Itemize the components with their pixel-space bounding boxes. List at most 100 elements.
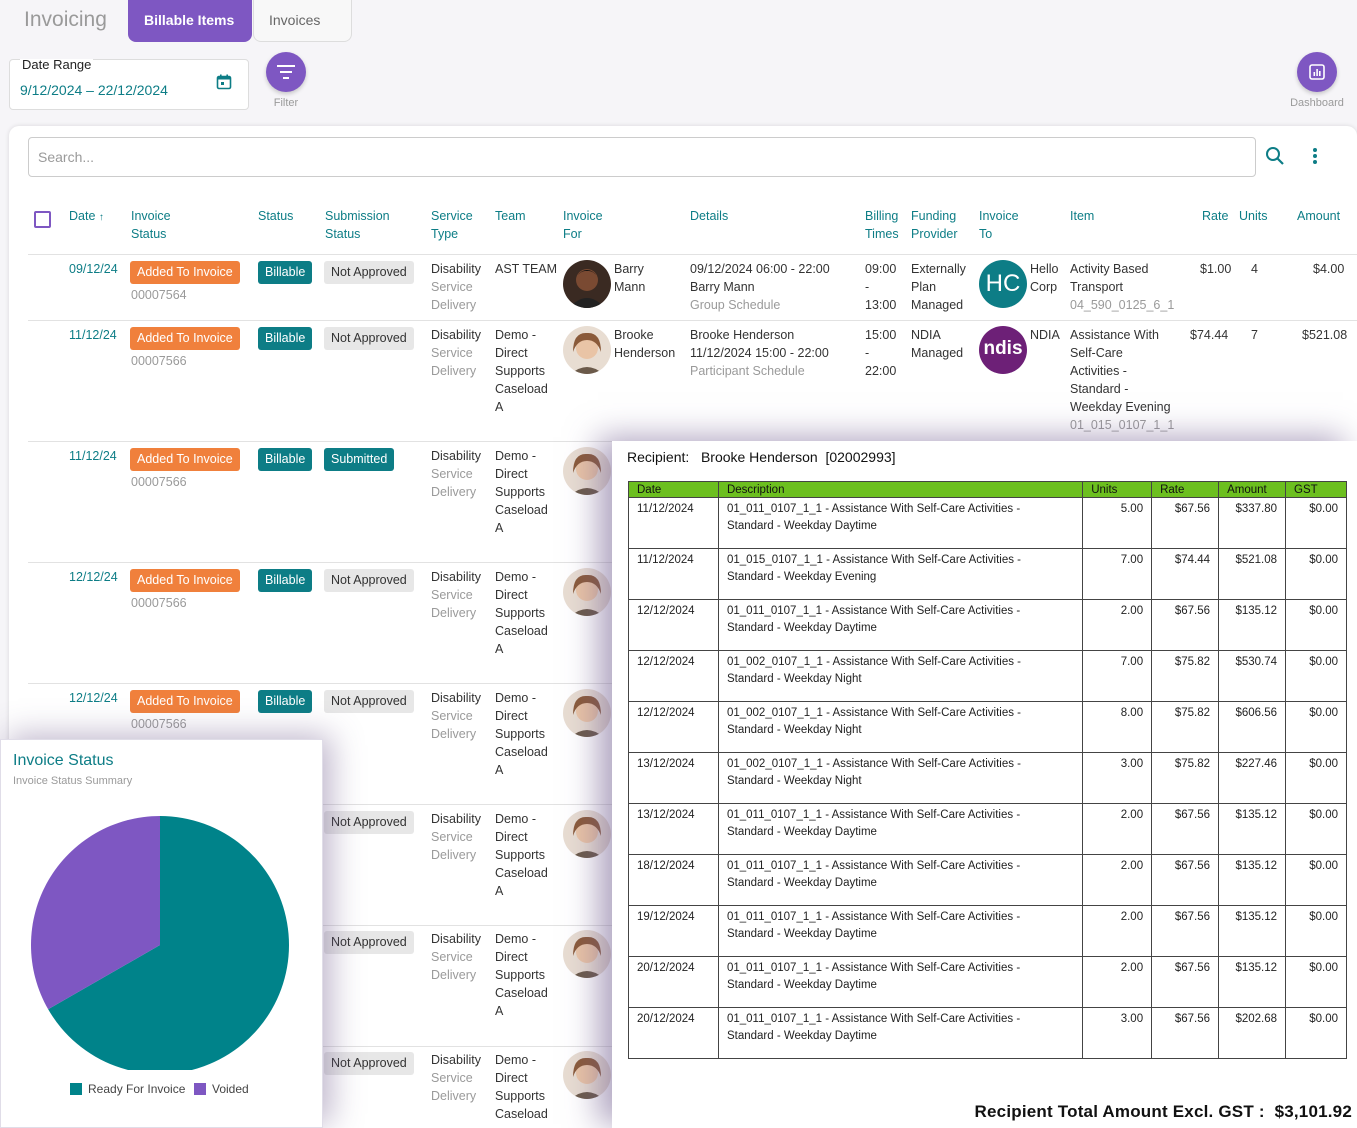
date-range-label: Date Range: [20, 57, 94, 72]
row-date: 09/12/24: [69, 262, 118, 276]
line-description: 01_011_0107_1_1 - Assistance With Self-C…: [717, 803, 1084, 855]
item: Activity Based Transport 04_590_0125_6_1: [1070, 262, 1175, 312]
submission-badge: Not Approved: [324, 690, 414, 713]
header-units[interactable]: Units: [1239, 209, 1268, 223]
line-description: 01_011_0107_1_1 - Assistance With Self-C…: [717, 854, 1084, 906]
header-funding-provider[interactable]: Funding Provider: [911, 209, 958, 241]
line-date: 12/12/2024: [628, 599, 719, 651]
dashboard-button[interactable]: [1297, 52, 1337, 92]
submission-badge: Not Approved: [324, 811, 414, 834]
line-rate: $67.56: [1151, 905, 1220, 957]
team: AST TEAM: [495, 262, 558, 276]
line-description: 01_002_0107_1_1 - Assistance With Self-C…: [717, 752, 1084, 804]
line-units: 2.00: [1082, 803, 1153, 855]
line-amount: $521.08: [1218, 548, 1287, 600]
line-date: 20/12/2024: [628, 956, 719, 1008]
invoice-for-name[interactable]: Brooke Henderson: [614, 328, 676, 360]
invoice-line-row: 12/12/2024 01_002_0107_1_1 - Assistance W…: [628, 701, 1347, 753]
team: Demo - Direct Supports Caseload A: [495, 449, 548, 535]
calendar-icon[interactable]: [216, 74, 232, 90]
header-billing-times[interactable]: Billing Times: [865, 209, 899, 241]
line-description: 01_002_0107_1_1 - Assistance With Self-C…: [717, 701, 1084, 753]
header-date[interactable]: Date ↑: [69, 209, 104, 223]
avatar: [563, 930, 611, 978]
line-gst: $0.00: [1285, 701, 1347, 753]
line-date: 13/12/2024: [628, 803, 719, 855]
line-gst: $0.00: [1285, 956, 1347, 1008]
pie-slice-ready-for-invoice[interactable]: [48, 816, 289, 1070]
invoice-line-row: 13/12/2024 01_011_0107_1_1 - Assistance W…: [628, 803, 1347, 855]
details: 09/12/2024 06:00 - 22:00 Barry Mann Group …: [690, 262, 830, 312]
line-description: 01_015_0107_1_1 - Assistance With Self-C…: [717, 548, 1084, 600]
invoice-line-row: 18/12/2024 01_011_0107_1_1 - Assistance W…: [628, 854, 1347, 906]
app-title: Invoicing: [24, 8, 107, 31]
invoice-to-name: NDIA: [1030, 328, 1060, 342]
team: Demo - Direct Supports Caseload A: [495, 812, 548, 898]
invoice-document: Recipient: Brooke Henderson [02002993] D…: [612, 441, 1357, 1128]
pie-slice-voided[interactable]: [31, 816, 160, 1010]
tab-billable-items[interactable]: Billable Items: [128, 0, 252, 42]
details: Brooke Henderson 11/12/2024 15:00 - 22:00…: [690, 328, 829, 378]
line-date: 13/12/2024: [628, 752, 719, 804]
search-placeholder: Search...: [38, 149, 95, 165]
line-date: 11/12/2024: [628, 548, 719, 600]
header-details[interactable]: Details: [690, 209, 729, 223]
col-date: Date: [628, 481, 719, 498]
row-date: 12/12/24: [69, 570, 118, 584]
invoice-status-badge: Added To Invoice: [130, 448, 240, 471]
item: Assistance With Self-Care Activities - Stan…: [1070, 328, 1175, 432]
filter-icon: [277, 65, 295, 79]
header-team[interactable]: Team: [495, 209, 526, 223]
more-vert-icon[interactable]: [1312, 148, 1318, 166]
invoice-number[interactable]: 00007566: [131, 475, 187, 489]
amount: $4.00: [1313, 262, 1345, 276]
search-input[interactable]: Search...: [28, 137, 1256, 177]
invoice-line-row: 20/12/2024 01_011_0107_1_1 - Assistance W…: [628, 1007, 1347, 1059]
header-invoice-status[interactable]: Invoice Status: [131, 209, 171, 241]
avatar: [563, 1051, 611, 1099]
col-amount: Amount: [1218, 481, 1287, 498]
team: Demo - Direct Supports Caseload A: [495, 328, 548, 414]
line-gst: $0.00: [1285, 497, 1347, 549]
invoice-number[interactable]: 00007566: [131, 596, 187, 610]
invoice-line-row: 19/12/2024 01_011_0107_1_1 - Assistance W…: [628, 905, 1347, 957]
date-range-field[interactable]: Date Range 9/12/2024 – 22/12/2024: [9, 57, 249, 110]
invoice-number[interactable]: 00007564: [131, 288, 187, 302]
line-gst: $0.00: [1285, 803, 1347, 855]
line-amount: $135.12: [1218, 803, 1287, 855]
line-date: 12/12/2024: [628, 650, 719, 702]
line-rate: $67.56: [1151, 599, 1220, 651]
line-gst: $0.00: [1285, 854, 1347, 906]
header-rate[interactable]: Rate: [1202, 209, 1229, 223]
invoice-for-name[interactable]: Barry Mann: [614, 262, 646, 294]
header-invoice-for[interactable]: Invoice For: [563, 209, 603, 241]
legend-ready[interactable]: Ready For Invoice: [70, 1082, 185, 1096]
header-submission-status[interactable]: Submission Status: [325, 209, 390, 241]
col-gst: GST: [1285, 481, 1347, 498]
invoice-number[interactable]: 00007566: [131, 717, 187, 731]
submission-badge: Submitted: [324, 448, 395, 471]
header-status[interactable]: Status: [258, 209, 294, 223]
line-amount: $135.12: [1218, 599, 1287, 651]
search-icon[interactable]: [1265, 146, 1285, 166]
tab-invoices[interactable]: Invoices: [253, 0, 352, 42]
header-item[interactable]: Item: [1070, 209, 1095, 223]
line-amount: $606.56: [1218, 701, 1287, 753]
header-service-type[interactable]: Service Type: [431, 209, 473, 241]
row-date: 12/12/24: [69, 691, 118, 705]
team: Demo - Direct Supports Caseload A: [495, 570, 548, 656]
invoice-number[interactable]: 00007566: [131, 354, 187, 368]
avatar: [563, 568, 611, 616]
billing-times: 09:00-13:00: [865, 262, 897, 312]
select-all-checkbox[interactable]: [34, 211, 51, 228]
line-rate: $67.56: [1151, 803, 1220, 855]
line-units: 2.00: [1082, 599, 1153, 651]
header-invoice-to[interactable]: Invoice To: [979, 209, 1019, 241]
header-amount[interactable]: Amount: [1297, 209, 1341, 223]
ndis-logo: ndis: [979, 326, 1027, 374]
status-badge: Billable: [258, 327, 313, 350]
units: 4: [1251, 262, 1258, 276]
filter-button[interactable]: [266, 52, 306, 92]
legend-voided[interactable]: Voided: [194, 1082, 249, 1096]
service-type: Disability Service Delivery: [431, 449, 482, 499]
